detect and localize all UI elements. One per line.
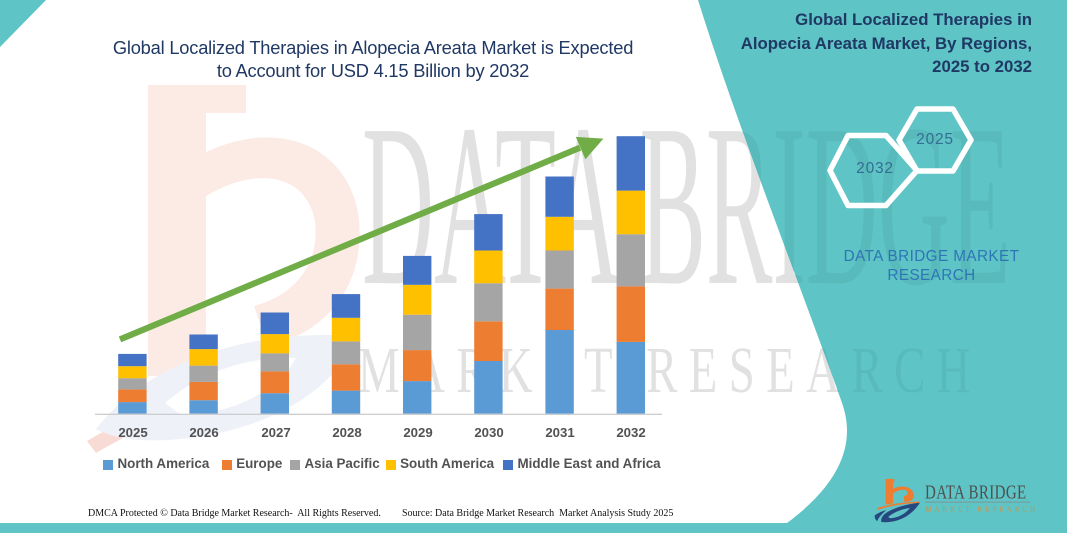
svg-text:DATA BRIDGE: DATA BRIDGE [362, 76, 1011, 333]
svg-text:MARKET RESEARCH: MARKET RESEARCH [358, 334, 982, 407]
svg-text:MARKET RESEARCH: MARKET RESEARCH [926, 506, 1039, 513]
svg-text:DATA BRIDGE: DATA BRIDGE [925, 480, 1027, 503]
